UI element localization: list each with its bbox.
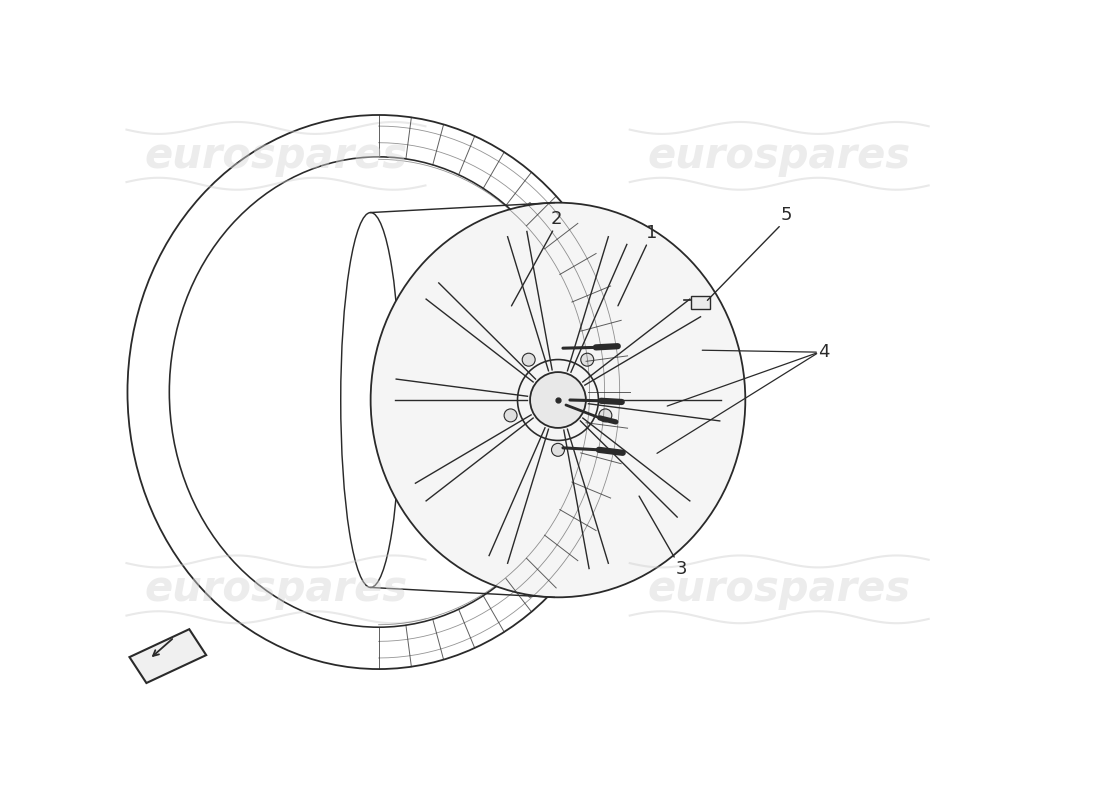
Ellipse shape: [598, 409, 612, 422]
Ellipse shape: [522, 354, 536, 366]
Ellipse shape: [504, 409, 517, 422]
Text: eurospares: eurospares: [648, 568, 911, 610]
Bar: [691, 296, 711, 310]
Text: eurospares: eurospares: [144, 568, 407, 610]
Text: eurospares: eurospares: [144, 135, 407, 177]
Text: 4: 4: [818, 343, 829, 361]
Text: 3: 3: [675, 561, 688, 578]
Ellipse shape: [371, 202, 746, 598]
Text: 1: 1: [646, 223, 658, 242]
Text: 5: 5: [780, 206, 792, 224]
Ellipse shape: [551, 443, 564, 456]
Polygon shape: [130, 630, 206, 683]
Ellipse shape: [530, 372, 586, 428]
Text: 2: 2: [550, 210, 562, 228]
Text: eurospares: eurospares: [648, 135, 911, 177]
Ellipse shape: [581, 354, 594, 366]
